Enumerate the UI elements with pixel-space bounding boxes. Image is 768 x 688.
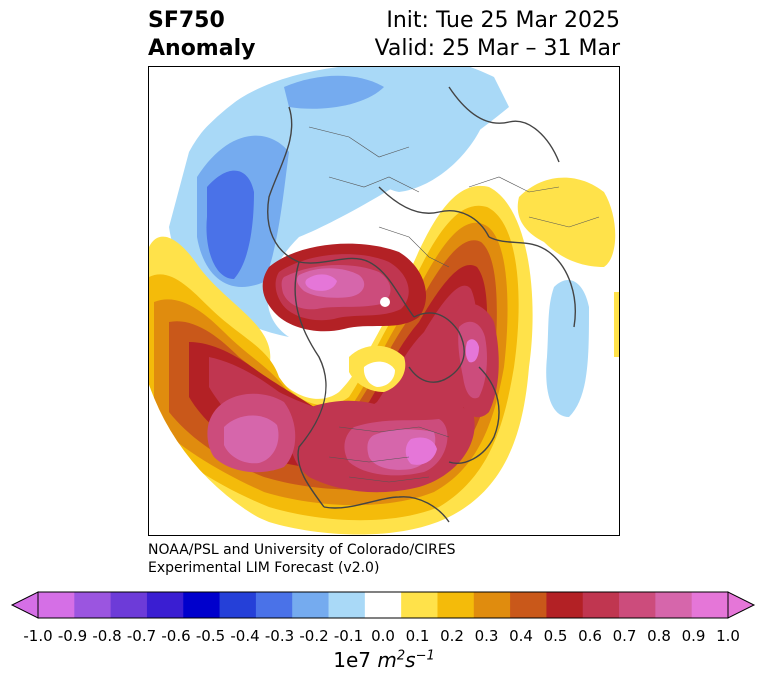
colorbar-bin — [219, 592, 257, 618]
title-variable: SF750 — [148, 8, 225, 33]
credit-organization: NOAA/PSL and University of Colorado/CIRE… — [148, 542, 456, 558]
colorbar-tick-label: 0.8 — [647, 627, 671, 645]
colorbar-bin — [691, 592, 729, 618]
colorbar-tick-label: -0.4 — [230, 627, 260, 645]
colorbar-bin — [364, 592, 402, 618]
colorbar-bin — [255, 592, 293, 618]
units-s-exponent: −1 — [415, 648, 435, 664]
units-m: m — [377, 648, 397, 672]
colorbar-tick-label: 0.9 — [681, 627, 706, 645]
positive-anomaly-north-siberia — [262, 243, 427, 332]
colorbar-tick-label: -0.6 — [161, 627, 191, 645]
colorbar-tick-label: 0.5 — [543, 627, 568, 645]
colorbar-tick-label: 0.0 — [371, 627, 395, 645]
negative-anomaly-sahara — [349, 92, 489, 192]
colorbar-bin — [619, 592, 656, 618]
colorbar-tick-label: -1.0 — [23, 627, 53, 645]
colorbar-tick-label: 0.1 — [405, 627, 430, 645]
colorbar-tick-label: -0.1 — [333, 627, 364, 645]
colorbar-over-arrow — [727, 591, 756, 619]
units-m-exponent: 2 — [396, 648, 406, 664]
colorbar-bin — [292, 592, 330, 618]
colorbar-bin — [38, 592, 75, 618]
title-anomaly: Anomaly — [148, 36, 256, 61]
colorbar-tick-label: -0.2 — [299, 627, 329, 645]
colorbar — [10, 591, 756, 619]
colorbar-tick-label: 0.7 — [612, 627, 637, 645]
colorbar-bin — [183, 592, 221, 618]
coastlines — [267, 86, 576, 523]
colorbar-tick-label: -0.7 — [126, 627, 157, 645]
colorbar-bin — [582, 592, 620, 618]
colorbar-bin — [546, 592, 584, 618]
negative-anomaly-indian-ocean — [546, 279, 589, 417]
colorbar-tick-label: -0.8 — [92, 627, 122, 645]
colorbar-bin — [401, 592, 438, 618]
north-pole-marker — [380, 297, 390, 307]
positive-anomaly-north-america — [290, 400, 475, 493]
borders — [308, 126, 600, 483]
positive-anomaly-east-asia — [517, 177, 616, 267]
colorbar-tick-label: 0.6 — [578, 627, 602, 645]
colorbar-units: 1e7 m2s−1 — [333, 648, 434, 672]
map-panel — [148, 66, 620, 536]
units-s: s — [405, 648, 416, 672]
colorbar-bin — [655, 592, 693, 618]
colorbar-bin — [473, 592, 511, 618]
colorbar-bin — [74, 592, 112, 618]
colorbar-bin — [437, 592, 475, 618]
colorbar-bin — [146, 592, 184, 618]
colorbar-tick-label: -0.3 — [264, 627, 295, 645]
colorbar-under-arrow — [10, 591, 39, 619]
init-date: Init: Tue 25 Mar 2025 — [386, 8, 620, 33]
units-scale: 1e7 — [333, 648, 378, 672]
colorbar-tick-label: 0.2 — [440, 627, 464, 645]
colorbar-tick-label: 0.3 — [474, 627, 499, 645]
colorbar-tick-label: 1.0 — [716, 627, 740, 645]
colorbar-tick-label: 0.4 — [509, 627, 533, 645]
anomaly-map — [149, 67, 619, 535]
colorbar-bin — [510, 592, 547, 618]
credit-forecast-version: Experimental LIM Forecast (v2.0) — [148, 560, 380, 576]
colorbar-bin — [328, 592, 366, 618]
positive-anomaly-north-pacific — [207, 393, 296, 473]
valid-date-range: Valid: 25 Mar – 31 Mar — [374, 36, 620, 61]
colorbar-tick-label: -0.5 — [195, 627, 226, 645]
colorbar-bin — [110, 592, 148, 618]
positive-anomaly-arctic-europe — [448, 303, 499, 418]
colorbar-tick-label: -0.9 — [57, 627, 88, 645]
